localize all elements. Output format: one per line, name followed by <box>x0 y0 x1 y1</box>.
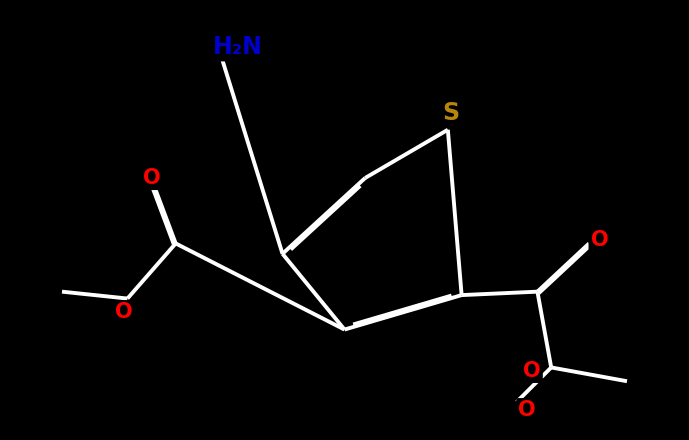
Text: O: O <box>590 230 608 250</box>
Text: S: S <box>443 100 460 125</box>
Text: O: O <box>523 361 541 381</box>
Text: O: O <box>143 168 161 188</box>
Text: O: O <box>518 400 536 420</box>
Text: O: O <box>115 302 133 323</box>
Text: H₂N: H₂N <box>213 35 263 59</box>
